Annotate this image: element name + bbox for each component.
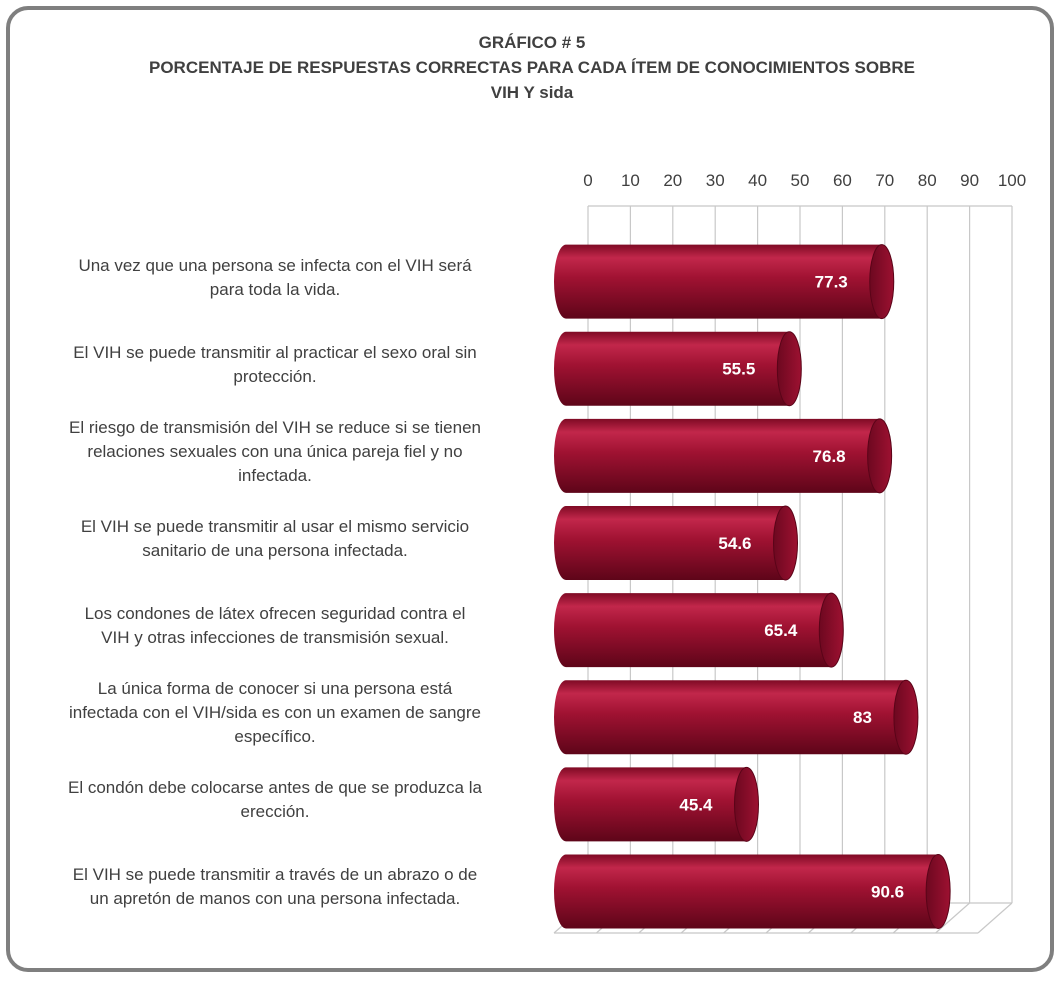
category-label-3-line-1: sanitario de una persona infectada. (142, 540, 408, 560)
category-label-2-line-2: infectada. (238, 465, 312, 485)
x-tick-label-7: 70 (875, 171, 894, 190)
bar-6 (554, 767, 747, 842)
bar-0 (554, 244, 882, 319)
bar-value-label-3: 54.6 (718, 534, 751, 553)
category-label-4-line-0: Los condones de látex ofrecen seguridad … (84, 604, 466, 624)
x-tick-label-4: 40 (748, 171, 767, 190)
category-label-6: El condón debe colocarse antes de que se… (18, 776, 532, 824)
chart-title-line-1: GRÁFICO # 5 (478, 33, 586, 52)
category-label-3-line-0: El VIH se puede transmitir al usar el mi… (80, 516, 470, 536)
category-label-7: El VIH se puede transmitir a través de u… (18, 863, 532, 911)
bar-value-label-7: 90.6 (871, 882, 904, 901)
category-label-3: El VIH se puede transmitir al usar el mi… (18, 515, 532, 563)
x-tick-label-9: 90 (960, 171, 979, 190)
bar-cap-6 (733, 766, 759, 842)
bar-cap-0 (869, 244, 895, 320)
category-label-2-line-1: relaciones sexuales con una única pareja… (87, 441, 463, 461)
chart-title-line-2: PORCENTAJE DE RESPUESTAS CORRECTAS PARA … (148, 58, 915, 77)
bar-value-label-4: 65.4 (764, 621, 798, 640)
category-label-5-line-1: infectada con el VIH/sida es con un exam… (68, 703, 482, 723)
bar-4 (554, 593, 832, 668)
category-label-4: Los condones de látex ofrecen seguridad … (18, 602, 532, 650)
bar-cap-1 (776, 331, 802, 407)
category-label-6-line-0: El condón debe colocarse antes de que se… (68, 778, 482, 798)
x-tick-label-6: 60 (833, 171, 852, 190)
bar-3 (554, 505, 786, 580)
category-label-2-line-0: El riesgo de transmisión del VIH se redu… (69, 417, 481, 437)
category-label-0-line-1: para toda la vida. (209, 279, 341, 299)
category-label-5: La única forma de conocer si una persona… (18, 677, 532, 749)
x-tick-label-0: 0 (583, 171, 592, 190)
floor-gridline-10 (977, 902, 1013, 934)
bar-cap-3 (773, 505, 799, 581)
floor-gridline-9 (935, 902, 970, 934)
category-label-7-line-1: un apretón de manos con una persona infe… (89, 889, 461, 909)
bar-cap-2 (867, 418, 893, 494)
bar-cap-5 (893, 679, 919, 755)
category-label-7-line-0: El VIH se puede transmitir a través de u… (72, 865, 478, 885)
bar-7 (554, 854, 939, 929)
x-tick-label-5: 50 (791, 171, 810, 190)
bar-value-label-5: 83 (853, 708, 872, 727)
category-label-1: El VIH se puede transmitir al practicar … (18, 341, 532, 389)
bar-cap-7 (925, 853, 951, 929)
category-label-0: Una vez que una persona se infecta con e… (18, 254, 532, 302)
category-label-6-line-1: erección. (240, 802, 310, 822)
x-tick-label-10: 100 (998, 171, 1026, 190)
bar-value-label-0: 77.3 (815, 273, 848, 292)
category-label-1-line-1: protección. (233, 366, 317, 386)
bar-1 (554, 331, 790, 406)
bar-value-label-6: 45.4 (679, 795, 713, 814)
chart-title-line-3: VIH Y sida (490, 83, 574, 102)
category-label-0-line-0: Una vez que una persona se infecta con e… (78, 255, 472, 275)
bar-value-label-2: 76.8 (813, 447, 846, 466)
x-tick-label-8: 80 (918, 171, 937, 190)
x-tick-label-1: 10 (621, 171, 640, 190)
category-label-5-line-2: específico. (234, 727, 316, 747)
category-label-5-line-0: La única forma de conocer si una persona… (97, 679, 453, 699)
chart-title: GRÁFICO # 5 PORCENTAJE DE RESPUESTAS COR… (0, 30, 1064, 105)
bar-value-label-1: 55.5 (722, 360, 755, 379)
bar-2 (554, 418, 880, 493)
category-label-4-line-1: VIH y otras infecciones de transmisión s… (101, 628, 449, 648)
category-label-2: El riesgo de transmisión del VIH se redu… (18, 416, 532, 488)
category-label-1-line-0: El VIH se puede transmitir al practicar … (73, 342, 477, 362)
bar-cap-4 (818, 592, 844, 668)
bar-5 (554, 680, 906, 755)
x-tick-label-3: 30 (706, 171, 725, 190)
x-tick-label-2: 20 (663, 171, 682, 190)
